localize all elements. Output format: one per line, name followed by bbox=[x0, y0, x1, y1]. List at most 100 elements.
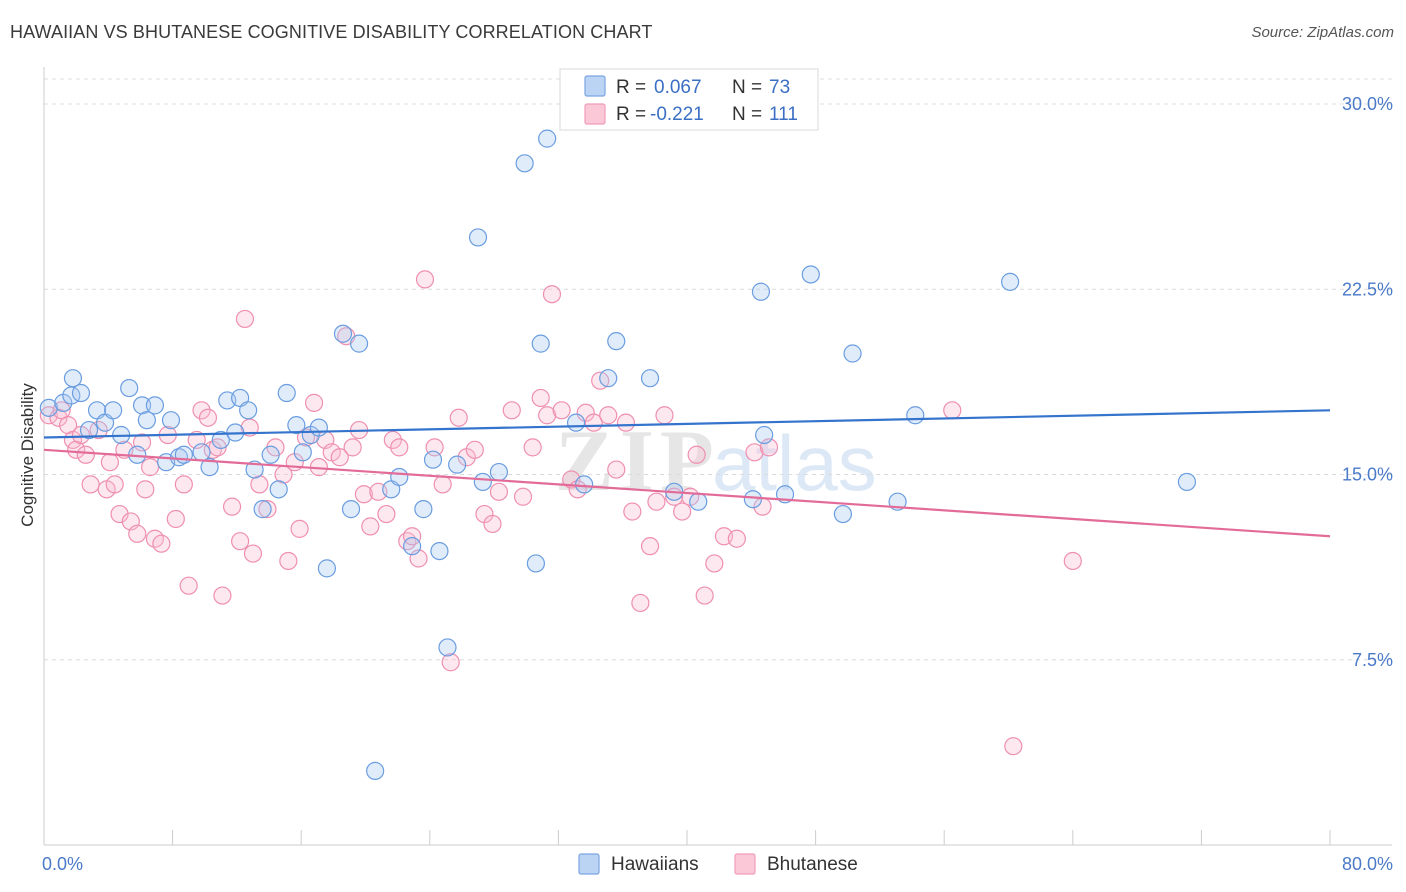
y-tick-label-3: 30.0% bbox=[1342, 94, 1393, 114]
point-hawaiians-58 bbox=[607, 332, 626, 351]
point-bhutanese-62 bbox=[415, 270, 435, 289]
point-bhutanese-38 bbox=[258, 500, 277, 519]
point-bhutanese-21 bbox=[152, 534, 171, 553]
point-bhutanese-96 bbox=[695, 586, 714, 605]
trend-lines bbox=[43, 409, 1331, 538]
point-hawaiians-20 bbox=[200, 458, 219, 477]
point-hawaiians-10 bbox=[120, 378, 139, 398]
point-hawaiians-46 bbox=[438, 638, 457, 657]
point-bhutanese-103 bbox=[943, 401, 962, 420]
point-bhutanese-32 bbox=[222, 497, 242, 516]
point-bhutanese-76 bbox=[538, 406, 557, 425]
point-hawaiians-39 bbox=[366, 761, 385, 781]
point-bhutanese-24 bbox=[174, 475, 193, 494]
point-bhutanese-105 bbox=[1063, 551, 1082, 571]
point-hawaiians-61 bbox=[689, 492, 708, 511]
y-axis-label: Cognitive Disability bbox=[18, 383, 37, 527]
y-tick-label-1: 15.0% bbox=[1342, 465, 1393, 485]
point-bhutanese-36 bbox=[243, 544, 263, 563]
point-bhutanese-73 bbox=[513, 487, 533, 506]
bottom-legend-swatch-bhutanese bbox=[734, 853, 756, 875]
point-hawaiians-45 bbox=[430, 541, 449, 561]
point-hawaiians-68 bbox=[843, 344, 862, 363]
point-hawaiians-38 bbox=[349, 334, 369, 353]
point-bhutanese-72 bbox=[502, 401, 521, 420]
point-hawaiians-56 bbox=[575, 475, 594, 494]
point-bhutanese-86 bbox=[616, 413, 636, 432]
point-hawaiians-13 bbox=[137, 411, 156, 430]
point-bhutanese-51 bbox=[343, 438, 362, 457]
legend-r-label-1: R = bbox=[616, 77, 646, 98]
point-hawaiians-71 bbox=[1001, 272, 1020, 291]
legend-n-value-1: 73 bbox=[769, 77, 790, 98]
point-hawaiians-28 bbox=[261, 445, 280, 464]
point-hawaiians-51 bbox=[515, 154, 534, 173]
point-bhutanese-7 bbox=[76, 445, 95, 464]
point-hawaiians-57 bbox=[599, 369, 618, 388]
point-bhutanese-58 bbox=[390, 438, 409, 457]
point-hawaiians-5 bbox=[79, 420, 99, 440]
legend-r-value-2: -0.221 bbox=[650, 104, 704, 125]
point-hawaiians-14 bbox=[145, 396, 165, 415]
x-tick-label-1: 80.0% bbox=[1342, 854, 1393, 874]
point-hawaiians-4 bbox=[71, 383, 91, 403]
point-bhutanese-8 bbox=[81, 475, 100, 494]
point-bhutanese-91 bbox=[655, 406, 674, 425]
point-bhutanese-65 bbox=[441, 653, 460, 672]
point-bhutanese-74 bbox=[523, 438, 542, 457]
point-bhutanese-84 bbox=[599, 406, 618, 425]
series-hawaiians-points bbox=[39, 129, 1197, 781]
point-bhutanese-93 bbox=[673, 502, 692, 521]
y-tick-label-0: 7.5% bbox=[1352, 650, 1393, 670]
point-hawaiians-64 bbox=[755, 425, 774, 445]
legend-r-value-1: 0.067 bbox=[654, 77, 702, 98]
point-hawaiians-8 bbox=[104, 401, 123, 420]
point-bhutanese-16 bbox=[128, 524, 147, 543]
point-hawaiians-19 bbox=[192, 443, 211, 462]
point-bhutanese-85 bbox=[607, 460, 626, 479]
point-bhutanese-57 bbox=[383, 430, 402, 450]
point-bhutanese-87 bbox=[623, 502, 642, 521]
point-bhutanese-41 bbox=[279, 551, 298, 571]
point-bhutanese-89 bbox=[640, 537, 660, 556]
point-hawaiians-53 bbox=[531, 334, 550, 353]
point-bhutanese-33 bbox=[231, 532, 250, 551]
point-hawaiians-50 bbox=[489, 462, 509, 482]
point-bhutanese-70 bbox=[483, 514, 502, 534]
trend-line-hawaiians bbox=[43, 409, 1331, 439]
bottom-legend-label-bhutanese: Bhutanese bbox=[767, 854, 858, 875]
point-hawaiians-44 bbox=[423, 450, 443, 469]
point-bhutanese-66 bbox=[449, 408, 468, 427]
point-bhutanese-90 bbox=[647, 492, 666, 511]
point-hawaiians-32 bbox=[293, 443, 312, 462]
bottom-legend-label-hawaiians: Hawaiians bbox=[611, 854, 699, 875]
point-hawaiians-25 bbox=[239, 401, 258, 420]
point-hawaiians-66 bbox=[801, 265, 820, 284]
point-hawaiians-29 bbox=[269, 480, 288, 499]
legend-swatch-bhutanese bbox=[584, 103, 606, 125]
point-bhutanese-68 bbox=[465, 440, 484, 459]
point-bhutanese-100 bbox=[745, 443, 764, 462]
y-tick-label-2: 22.5% bbox=[1342, 279, 1393, 299]
point-hawaiians-48 bbox=[468, 228, 488, 247]
point-bhutanese-23 bbox=[166, 509, 185, 529]
point-bhutanese-71 bbox=[489, 482, 509, 501]
point-hawaiians-63 bbox=[751, 282, 771, 301]
legend-r-label-2: R = bbox=[616, 104, 646, 125]
point-bhutanese-64 bbox=[433, 475, 452, 494]
point-bhutanese-18 bbox=[136, 480, 155, 499]
chart-title: HAWAIIAN VS BHUTANESE COGNITIVE DISABILI… bbox=[10, 22, 653, 42]
point-bhutanese-49 bbox=[330, 448, 349, 467]
point-bhutanese-99 bbox=[727, 529, 746, 548]
point-hawaiians-49 bbox=[473, 472, 492, 492]
watermark-atlas: atlas bbox=[712, 419, 877, 507]
point-bhutanese-13 bbox=[110, 504, 129, 524]
point-bhutanese-28 bbox=[198, 408, 218, 427]
point-hawaiians-52 bbox=[526, 554, 545, 573]
point-bhutanese-9 bbox=[89, 420, 108, 440]
point-bhutanese-77 bbox=[542, 285, 562, 304]
point-bhutanese-78 bbox=[552, 401, 571, 420]
point-bhutanese-12 bbox=[105, 475, 124, 494]
x-tick-label-0: 0.0% bbox=[42, 854, 83, 874]
